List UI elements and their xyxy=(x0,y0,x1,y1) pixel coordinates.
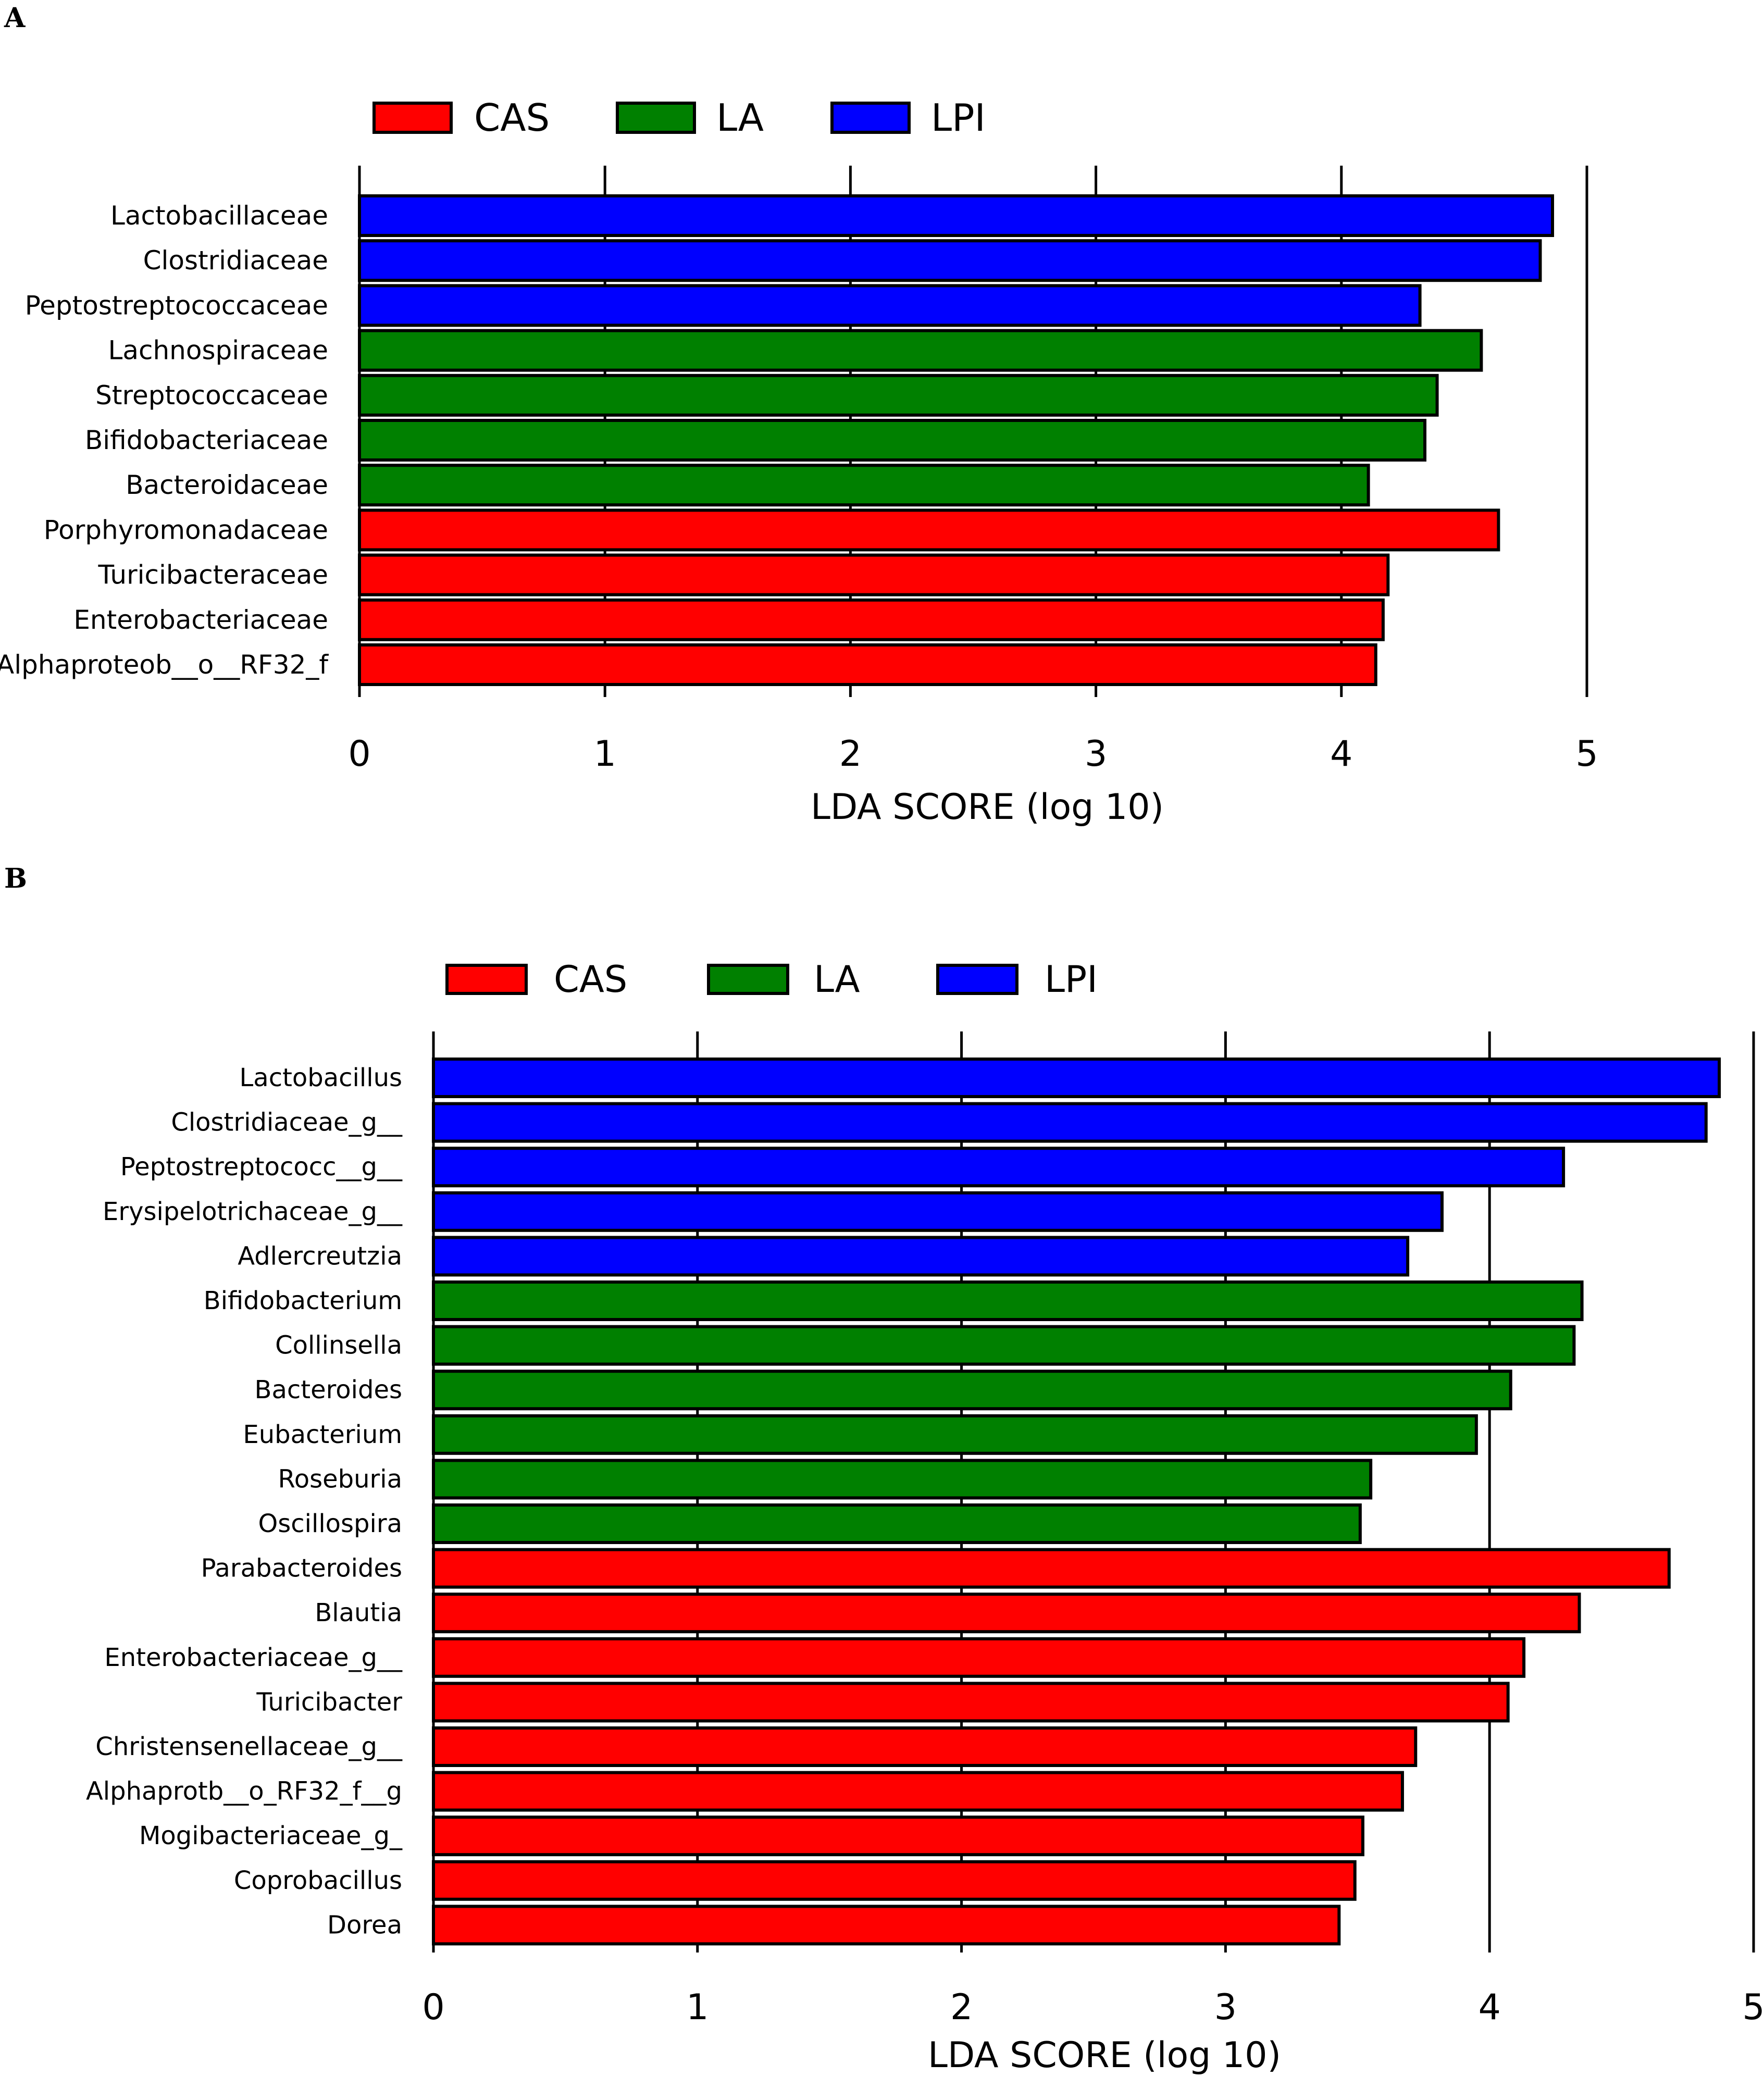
legend-label-cas: CAS xyxy=(554,958,627,1001)
legend-swatch-la xyxy=(707,964,789,995)
category-label: Mogibacteriaceae_g_ xyxy=(139,1821,403,1850)
bar-Roseburia xyxy=(432,1459,1373,1500)
tick-label-5: 5 xyxy=(1742,1987,1764,2028)
legend-swatch-la xyxy=(616,102,696,134)
tick-label-1: 1 xyxy=(594,733,616,775)
category-label: Bifidobacteriaceae xyxy=(85,425,328,455)
tick-label-4: 4 xyxy=(1330,733,1352,775)
panel-label-a: A xyxy=(4,2,26,34)
tick-label-5: 5 xyxy=(1575,733,1598,775)
bar-Clostridiaceae_g__ xyxy=(432,1102,1708,1143)
category-label: Turicibacter xyxy=(256,1687,402,1717)
category-label: Alphaprotb__o_RF32_f__g xyxy=(86,1777,402,1806)
category-label: Streptococcaceae xyxy=(95,380,328,411)
category-label: Eubacterium xyxy=(243,1420,402,1449)
category-label: Lactobacillaceae xyxy=(110,201,328,231)
tick-label-3: 3 xyxy=(1214,1987,1237,2028)
category-label: Enterobacteriaceae_g__ xyxy=(104,1643,403,1672)
category-label: Christensenellaceae_g__ xyxy=(95,1732,403,1761)
bar-Enterobacteriaceae_g__ xyxy=(432,1637,1526,1678)
tick-label-2: 2 xyxy=(839,733,862,775)
bar-Alphaproteob__o__RF32_f xyxy=(358,643,1377,686)
bar-Bifidobacterium xyxy=(432,1280,1584,1321)
legend-label-la: LA xyxy=(716,96,764,140)
category-label: Turicibacteraceae xyxy=(97,560,328,590)
category-label: Clostridiaceae_g__ xyxy=(171,1108,403,1137)
bar-Eubacterium xyxy=(432,1414,1478,1455)
bar-Adlercreutzia xyxy=(432,1236,1410,1277)
category-label: Bacteroides xyxy=(255,1375,402,1404)
bar-Christensenellaceae_g__ xyxy=(432,1726,1418,1767)
category-label: Dorea xyxy=(327,1910,402,1939)
category-label: Coprobacillus xyxy=(234,1866,402,1895)
bar-Lactobacillaceae xyxy=(358,194,1555,237)
bar-Erysipelotrichaceae_g__ xyxy=(432,1191,1444,1232)
legend-label-la: LA xyxy=(814,958,860,1001)
category-label: Lachnospiraceae xyxy=(108,335,329,366)
category-label: Bacteroidaceae xyxy=(126,470,328,500)
category-label: Parabacteroides xyxy=(201,1554,402,1583)
category-label: Clostridiaceae xyxy=(143,245,328,276)
category-label: Adlercreutzia xyxy=(238,1241,402,1271)
bar-Blautia xyxy=(432,1593,1581,1634)
bar-Peptostreptococcaceae xyxy=(358,284,1422,327)
bar-Coprobacillus xyxy=(432,1860,1357,1901)
bar-Bacteroides xyxy=(432,1370,1512,1411)
bar-Turicibacteraceae xyxy=(358,553,1390,596)
bar-Clostridiaceae xyxy=(358,239,1542,282)
category-label: Peptostreptococc__g__ xyxy=(120,1152,403,1181)
category-label: Alphaproteob__o__RF32_f xyxy=(0,650,329,680)
bar-Enterobacteriaceae xyxy=(358,598,1385,641)
x-axis-title: LDA SCORE (log 10) xyxy=(928,2035,1281,2076)
category-label: Peptostreptococcaceae xyxy=(25,290,328,320)
tick-label-0: 0 xyxy=(422,1987,444,2028)
bar-Bacteroidaceae xyxy=(358,464,1370,507)
chart-panel-b: Lactobacillus Clostridiaceae_g__ Peptostre… xyxy=(86,958,1764,2076)
category-label: Bifidobacterium xyxy=(204,1286,402,1315)
category-label: Oscillospira xyxy=(258,1509,402,1538)
bar-Porphyromonadaceae xyxy=(358,508,1500,552)
category-label: Enterobacteriaceae xyxy=(73,605,328,635)
legend-swatch-cas xyxy=(445,964,528,995)
bar-Lactobacillus xyxy=(432,1058,1721,1098)
legend-label-cas: CAS xyxy=(474,96,550,140)
category-label: Porphyromonadaceae xyxy=(44,515,328,545)
bar-Dorea xyxy=(432,1905,1341,1946)
tick-label-4: 4 xyxy=(1479,1987,1501,2028)
tick-label-3: 3 xyxy=(1085,733,1107,775)
legend-label-lpi: LPI xyxy=(931,96,986,140)
bar-Parabacteroides xyxy=(432,1548,1671,1589)
legend-swatch-lpi xyxy=(830,102,911,134)
category-label: Erysipelotrichaceae_g__ xyxy=(103,1197,403,1226)
tick-label-1: 1 xyxy=(686,1987,709,2028)
category-label: Blautia xyxy=(315,1598,402,1627)
bar-Lachnospiraceae xyxy=(358,329,1483,372)
bar-Peptostreptococc__g__ xyxy=(432,1147,1566,1188)
bar-Alphaprotb__o_RF32_f__g xyxy=(432,1771,1404,1812)
x-axis-title: LDA SCORE (log 10) xyxy=(811,787,1164,828)
legend-label-lpi: LPI xyxy=(1045,958,1098,1001)
bar-Oscillospira xyxy=(432,1503,1362,1544)
bar-Mogibacteriaceae_g_ xyxy=(432,1815,1364,1857)
bar-Bifidobacteriaceae xyxy=(358,419,1427,462)
panel-label-b: B xyxy=(4,863,27,894)
bar-Turicibacter xyxy=(432,1682,1510,1723)
category-label: Lactobacillus xyxy=(240,1063,402,1092)
bar-Streptococcaceae xyxy=(358,374,1439,417)
bar-Collinsella xyxy=(432,1325,1576,1366)
chart-panel-a: Lactobacillaceae Clostridiaceae Peptostrep… xyxy=(0,96,1598,828)
legend-swatch-cas xyxy=(372,102,453,134)
category-label: Roseburia xyxy=(278,1464,402,1494)
tick-label-0: 0 xyxy=(348,733,370,775)
legend-swatch-lpi xyxy=(936,964,1018,995)
category-label: Collinsella xyxy=(275,1331,402,1360)
tick-label-2: 2 xyxy=(950,1987,973,2028)
